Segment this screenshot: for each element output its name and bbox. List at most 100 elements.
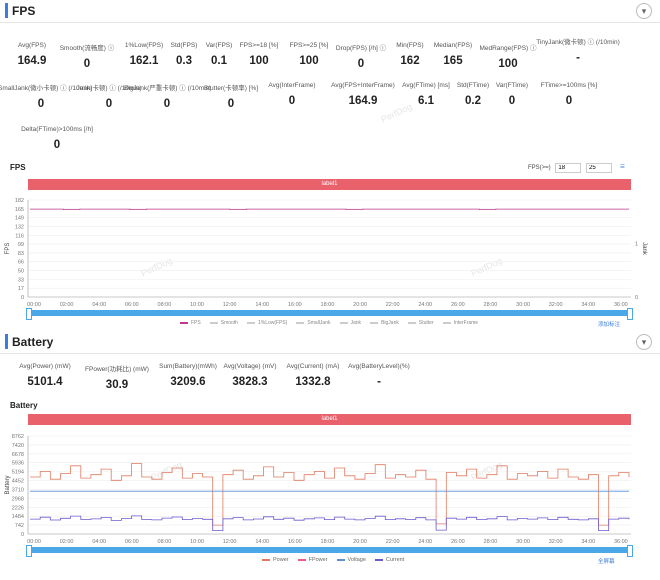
x-tick-label: 22:00 — [386, 539, 400, 545]
series-line-fps — [30, 208, 629, 210]
collapse-chevron-icon[interactable]: ▾ — [636, 334, 652, 350]
x-tick-label: 24:00 — [418, 539, 432, 545]
metric-label: Stutter(卡顿率) [%] — [203, 85, 259, 92]
metric-card: FTime>=100ms [%] 0 — [526, 82, 612, 107]
metric-value: 0 — [83, 58, 91, 70]
metric-value: 162.1 — [129, 55, 159, 67]
y-tick-label: 116 — [15, 233, 24, 239]
metric-label: Median(FPS) — [433, 42, 473, 49]
fps-section-title: FPS — [12, 4, 36, 18]
legend-item[interactable]: Jank — [339, 320, 361, 326]
series-line-current — [30, 515, 630, 531]
fps-label-band[interactable]: label1 — [28, 179, 631, 190]
metric-value: 162 — [400, 55, 420, 67]
legend-item[interactable]: SmallJank — [296, 320, 331, 326]
y-tick-label: 17 — [18, 286, 24, 292]
y-tick-label: 50 — [18, 269, 24, 275]
legend-item[interactable]: BigJank — [370, 320, 399, 326]
metric-label: MedRange(FPS) ⓘ — [479, 45, 537, 52]
legend-item[interactable]: Stutter — [407, 320, 434, 326]
x-tick-label: 06:00 — [125, 539, 139, 545]
y-tick-label: 0 — [21, 532, 24, 538]
legend-swatch — [246, 321, 255, 324]
metric-label: 1%Low(FPS) — [124, 42, 164, 49]
legend-item[interactable]: FPower — [297, 557, 328, 563]
x-tick-label: 36:00 — [614, 539, 628, 545]
metric-label: Avg(FPS) — [17, 42, 47, 49]
fps-add-annotation-link[interactable]: 添加标注 — [598, 322, 621, 328]
metric-card: FPS>=18 [%] 100 — [216, 42, 302, 67]
metric-label: FPS>=18 [%] — [239, 42, 279, 49]
y-tick-label: 8762 — [12, 434, 24, 440]
collapse-chevron-icon[interactable]: ▾ — [636, 3, 652, 19]
metric-value: 0 — [105, 98, 113, 110]
metric-label: Var(FPS) — [205, 42, 233, 49]
legend-item[interactable]: FPS — [180, 320, 201, 326]
metric-value: 165 — [443, 55, 463, 67]
metric-card: Drop(FPS) [/h] ⓘ 0 — [318, 42, 404, 70]
legend-item[interactable]: Power — [262, 557, 289, 563]
battery-time-slider[interactable] — [26, 545, 633, 557]
x-tick-label: 30:00 — [516, 302, 530, 308]
fps-settings-icon[interactable]: ☰ — [620, 164, 625, 170]
metric-value: 164.9 — [17, 55, 47, 67]
metric-card: Avg(FPS+InterFrame) 164.9 — [320, 82, 406, 107]
metric-card: Delta(FTime)>100ms [/h] 0 — [14, 126, 100, 151]
metric-label: FTime>=100ms [%] — [540, 82, 598, 89]
battery-chart-title: Battery — [10, 401, 38, 410]
slider-handle-left[interactable] — [26, 308, 32, 320]
x-tick-label: 12:00 — [223, 302, 237, 308]
legend-swatch — [336, 558, 345, 561]
legend-item[interactable]: Smooth — [209, 320, 238, 326]
metric-label: Avg(Power) (mW) — [19, 363, 71, 370]
slider-handle-left[interactable] — [26, 545, 32, 557]
metric-value: 100 — [299, 55, 319, 67]
battery-fullscreen-link[interactable]: 全屏幕 — [598, 559, 615, 565]
fps-threshold-input-2[interactable] — [586, 163, 613, 173]
legend-item[interactable]: InterFrame — [442, 320, 478, 326]
x-tick-label: 34:00 — [581, 302, 595, 308]
metric-value: 3828.3 — [232, 376, 268, 388]
x-tick-label: 18:00 — [321, 302, 335, 308]
metric-card: Std(FTime) 0.2 — [430, 82, 516, 107]
fps-chart-title: FPS — [10, 163, 26, 172]
x-tick-label: 30:00 — [516, 539, 530, 545]
metric-value: 100 — [249, 55, 269, 67]
metric-card: Min(FPS) 162 — [367, 42, 453, 67]
metric-value: 0 — [37, 98, 45, 110]
y2-tick-label: 0 — [635, 295, 638, 301]
metric-value: 0 — [357, 58, 365, 70]
metric-value: 0 — [565, 95, 573, 107]
metric-value: 30.9 — [105, 379, 129, 391]
legend-swatch — [374, 558, 383, 561]
metric-value: - — [576, 52, 580, 64]
metric-card: Jank(卡顿) ⓘ (/10min) 0 — [66, 82, 152, 110]
battery-label-band[interactable]: label1 — [28, 414, 631, 425]
slider-handle-right[interactable] — [627, 308, 633, 320]
metric-value: 100 — [498, 58, 518, 70]
metric-card: Var(FTime) 0 — [469, 82, 555, 107]
slider-handle-right[interactable] — [627, 545, 633, 557]
x-tick-label: 06:00 — [125, 302, 139, 308]
y-tick-label: 66 — [18, 260, 24, 266]
legend-item[interactable]: Current — [374, 557, 404, 563]
y-tick-label: 149 — [15, 216, 24, 222]
legend-swatch — [180, 321, 188, 324]
y-tick-label: 2968 — [12, 496, 24, 502]
metric-value: 0.2 — [465, 95, 481, 107]
x-tick-label: 26:00 — [451, 302, 465, 308]
y-tick-label: 7420 — [12, 443, 24, 449]
legend-item[interactable]: 1%Low(FPS) — [246, 320, 287, 326]
y-tick-label: 1484 — [12, 514, 24, 520]
metric-card: Var(FPS) 0.1 — [176, 42, 262, 67]
battery-chart: 8762742066785936519444523710296822261484… — [5, 434, 631, 545]
fps-threshold-input-1[interactable] — [555, 163, 582, 173]
fps-threshold-controls: FPS(>=) — [528, 163, 613, 173]
metric-label: Std(FPS) — [170, 42, 198, 49]
legend-item[interactable]: Voltage — [336, 557, 366, 563]
metric-label: Avg(FTime) [ms] — [402, 82, 450, 89]
fps-time-slider[interactable] — [26, 308, 633, 320]
legend-label: FPS — [191, 320, 201, 326]
battery-section-header: Battery ▾ — [0, 331, 660, 354]
